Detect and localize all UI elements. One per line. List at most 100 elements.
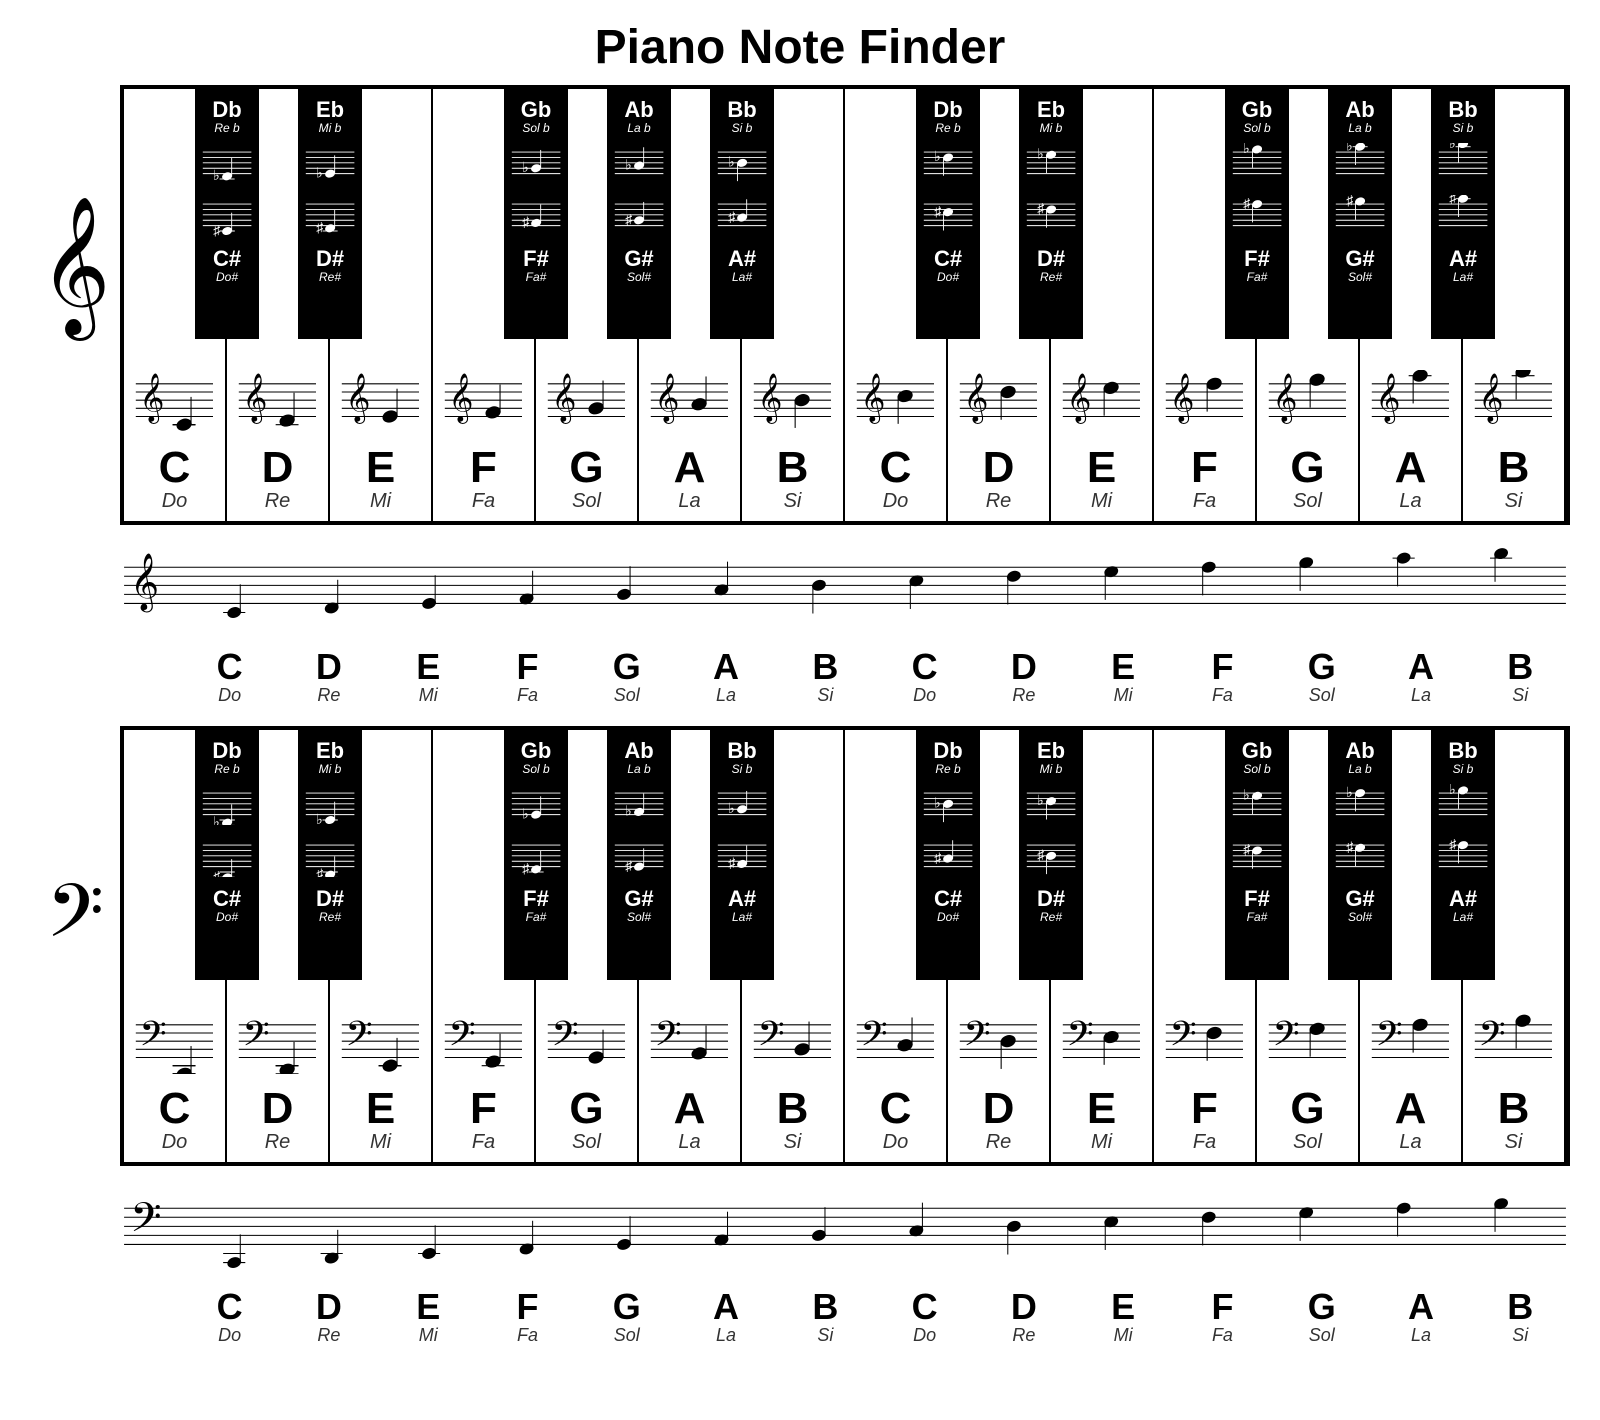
svg-text:𝄢: 𝄢 — [242, 1014, 269, 1061]
white-key-staff: 𝄞 — [134, 370, 215, 438]
svg-text:𝄢: 𝄢 — [963, 1014, 990, 1061]
white-key-e-9: 𝄞EMi — [1051, 89, 1154, 521]
white-key-staff: 𝄞 — [752, 370, 833, 438]
staff-note-solfege: Si — [1471, 1325, 1570, 1346]
svg-text:𝄞: 𝄞 — [551, 374, 576, 424]
staff-note-solfege: Mi — [379, 685, 478, 706]
white-key-c-7: 𝄞CDo — [845, 89, 948, 521]
white-key-staff: 𝄢 — [1370, 1011, 1451, 1079]
staff-note-letter: E — [1074, 1289, 1173, 1325]
white-key-letter: B — [777, 1087, 809, 1131]
white-key-letter: D — [983, 446, 1015, 490]
white-key-letter: F — [470, 446, 497, 490]
svg-text:𝄞: 𝄞 — [1375, 374, 1400, 424]
white-key-solfege: La — [678, 1131, 700, 1154]
staff-note-col: ALa — [676, 645, 775, 706]
white-key-solfege: Fa — [1193, 1131, 1216, 1154]
staff-note-solfege: Do — [180, 1325, 279, 1346]
treble-full-staff: 𝄞 — [120, 539, 1570, 645]
white-key-g-11: 𝄢GSol — [1257, 730, 1360, 1162]
white-key-solfege: Mi — [370, 490, 391, 513]
white-key-f-10: 𝄞FFa — [1154, 89, 1257, 521]
svg-text:𝄢: 𝄢 — [1169, 1014, 1196, 1061]
svg-text:𝄞: 𝄞 — [1066, 374, 1091, 424]
staff-note-letter: G — [1272, 1289, 1371, 1325]
white-key-solfege: Re — [265, 1131, 291, 1154]
staff-note-letter: F — [1173, 649, 1272, 685]
svg-text:𝄞: 𝄞 — [963, 374, 988, 424]
white-key-solfege: Mi — [1091, 490, 1112, 513]
staff-note-col: ALa — [676, 1285, 775, 1346]
staff-note-col: GSol — [1272, 1285, 1371, 1346]
white-key-solfege: Sol — [572, 1131, 601, 1154]
white-key-solfege: La — [678, 490, 700, 513]
white-key-letter: G — [1290, 446, 1324, 490]
staff-note-col: FFa — [1173, 645, 1272, 706]
staff-note-solfege: Do — [875, 685, 974, 706]
staff-note-col: GSol — [1272, 645, 1371, 706]
white-key-letter: F — [470, 1087, 497, 1131]
staff-note-col: BSi — [776, 1285, 875, 1346]
svg-text:𝄢: 𝄢 — [448, 1014, 475, 1061]
white-key-solfege: Do — [883, 1131, 909, 1154]
svg-text:𝄢: 𝄢 — [1066, 1014, 1093, 1061]
white-key-solfege: Sol — [1293, 1131, 1322, 1154]
svg-text:𝄢: 𝄢 — [1272, 1014, 1299, 1061]
treble-staff-row: 𝄞CDoDReEMiFFaGSolALaBSiCDoDReEMiFFaGSolA… — [120, 539, 1570, 706]
white-key-staff: 𝄞 — [649, 370, 730, 438]
svg-text:𝄞: 𝄞 — [1169, 374, 1194, 424]
white-key-staff: 𝄢 — [546, 1011, 627, 1079]
staff-note-letter: A — [1371, 649, 1470, 685]
white-key-solfege: Re — [265, 490, 291, 513]
white-key-staff: 𝄞 — [546, 370, 627, 438]
white-key-staff: 𝄞 — [1370, 370, 1451, 438]
staff-note-letter: A — [1371, 1289, 1470, 1325]
white-key-a-5: 𝄢ALa — [639, 730, 742, 1162]
staff-note-letter: G — [1272, 649, 1371, 685]
staff-note-solfege: Fa — [1173, 1325, 1272, 1346]
svg-text:𝄞: 𝄞 — [1478, 374, 1503, 424]
staff-note-col: EMi — [1074, 1285, 1173, 1346]
white-key-letter: A — [1395, 446, 1427, 490]
staff-note-col: ALa — [1371, 1285, 1470, 1346]
white-key-letter: D — [262, 1087, 294, 1131]
staff-note-solfege: Re — [279, 1325, 378, 1346]
white-key-letter: D — [983, 1087, 1015, 1131]
white-key-b-13: 𝄞BSi — [1463, 89, 1566, 521]
white-key-solfege: Mi — [1091, 1131, 1112, 1154]
staff-note-letter: D — [974, 1289, 1073, 1325]
staff-note-col: CDo — [180, 1285, 279, 1346]
white-key-d-8: 𝄢 DRe — [948, 730, 1051, 1162]
white-key-solfege: Do — [162, 1131, 188, 1154]
staff-note-letter: D — [279, 1289, 378, 1325]
white-key-solfege: Fa — [1193, 490, 1216, 513]
staff-note-col: BSi — [1471, 645, 1570, 706]
staff-note-col: DRe — [279, 645, 378, 706]
bass-main: 𝄢CDo𝄢DRe𝄢EMi𝄢FFa𝄢GSol𝄢ALa𝄢BSi𝄢CDo𝄢DRe𝄢EM… — [120, 726, 1570, 1347]
staff-note-solfege: Sol — [1272, 1325, 1371, 1346]
white-key-staff: 𝄢 — [1061, 1011, 1142, 1079]
white-key-solfege: Si — [1505, 490, 1523, 513]
piano-note-finder-page: Piano Note Finder 𝄞𝄞CDo𝄞DRe𝄞EMi𝄞FFa𝄞GSol… — [0, 0, 1600, 1386]
staff-note-col: FFa — [478, 1285, 577, 1346]
white-key-solfege: La — [1399, 1131, 1421, 1154]
white-key-staff: 𝄢 — [134, 1011, 215, 1079]
white-key-letter: A — [674, 446, 706, 490]
white-key-solfege: Re — [986, 1131, 1012, 1154]
svg-text:𝄢: 𝄢 — [551, 1014, 578, 1061]
white-key-staff: 𝄢 — [649, 1011, 730, 1079]
staff-note-col: EMi — [379, 645, 478, 706]
white-key-letter: E — [366, 446, 395, 490]
staff-note-letter: D — [974, 649, 1073, 685]
white-key-solfege: Fa — [472, 1131, 495, 1154]
white-key-solfege: Si — [1505, 1131, 1523, 1154]
staff-note-solfege: Mi — [1074, 1325, 1173, 1346]
svg-text:𝄞: 𝄞 — [448, 374, 473, 424]
white-key-staff: 𝄢 — [443, 1011, 524, 1079]
staff-note-col: CDo — [875, 1285, 974, 1346]
svg-text:𝄞: 𝄞 — [654, 374, 679, 424]
white-key-staff: 𝄞 — [958, 370, 1039, 438]
staff-note-col: EMi — [379, 1285, 478, 1346]
white-key-staff: 𝄢 — [340, 1011, 421, 1079]
white-key-letter: C — [880, 446, 912, 490]
